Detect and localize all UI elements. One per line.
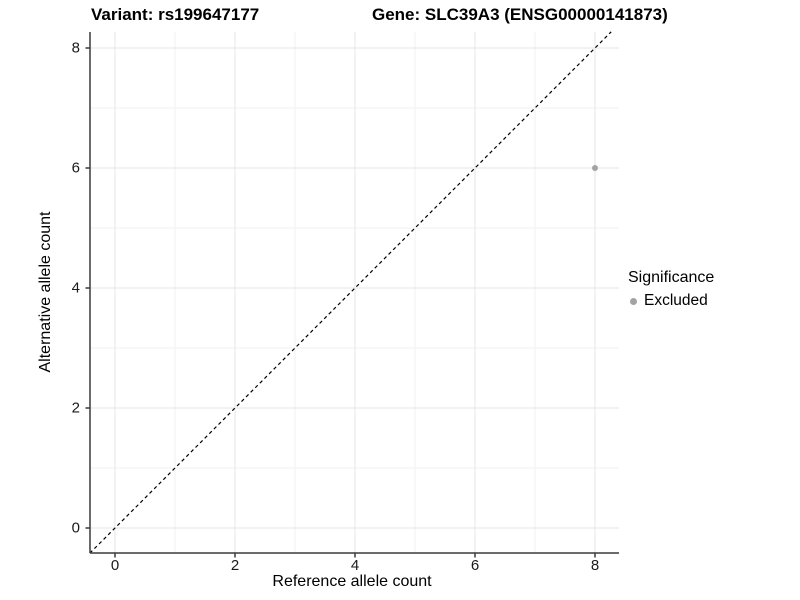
- legend-item: Excluded: [628, 292, 714, 310]
- x-tick-label: 2: [230, 557, 240, 574]
- x-tick-label: 4: [350, 557, 360, 574]
- y-tick-label: 6: [71, 159, 80, 177]
- plot-panel: [85, 31, 619, 558]
- y-tick-label: 0: [71, 519, 80, 537]
- y-tick-label: 4: [71, 279, 80, 297]
- x-tick-label: 8: [590, 557, 600, 574]
- y-axis-title: Alternative allele count: [37, 211, 54, 373]
- legend: Significance Excluded: [628, 269, 714, 310]
- y-tick-label: 2: [71, 399, 80, 417]
- identity-line: [89, 31, 612, 554]
- x-tick-label: 6: [470, 557, 480, 574]
- variant-title: Variant: rs199647177: [91, 5, 260, 24]
- x-axis-title: Reference allele count: [272, 573, 432, 590]
- y-tick-label: 8: [71, 39, 80, 57]
- x-tick-label: 0: [110, 557, 120, 574]
- gene-title: Gene: SLC39A3 (ENSG00000141873): [372, 5, 668, 24]
- legend-point-icon: [630, 297, 637, 305]
- legend-title: Significance: [628, 269, 715, 286]
- data-point-excluded: [592, 165, 598, 171]
- legend-item-label: Excluded: [644, 292, 708, 310]
- legend-items: Excluded: [628, 292, 714, 310]
